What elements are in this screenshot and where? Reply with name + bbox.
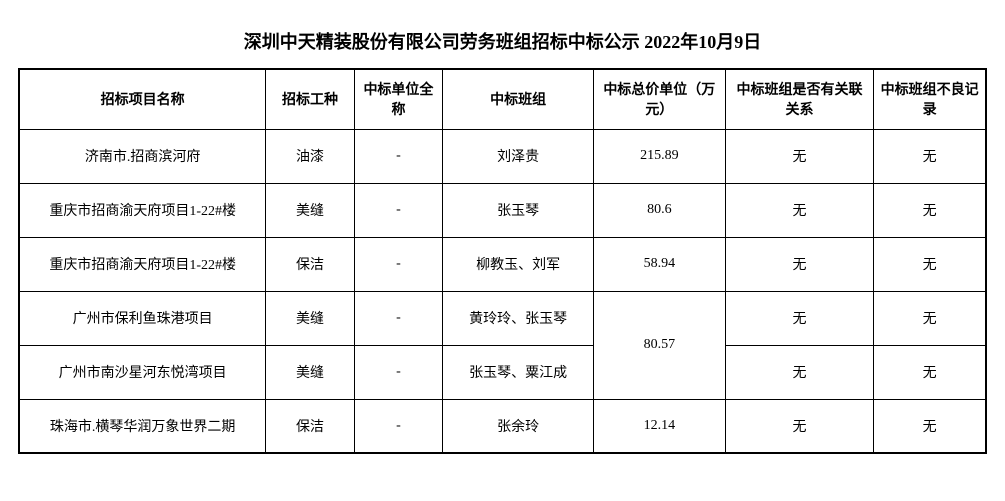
bid-announcement-table: 招标项目名称 招标工种 中标单位全称 中标班组 中标总价单位（万元） 中标班组是…: [18, 68, 987, 454]
cell-project: 广州市保利鱼珠港项目: [19, 291, 266, 345]
cell-price: 58.94: [594, 237, 726, 291]
cell-bad-record: 无: [874, 129, 986, 183]
cell-trade: 油漆: [266, 129, 354, 183]
col-header-trade: 招标工种: [266, 69, 354, 129]
cell-team: 张玉琴: [443, 183, 594, 237]
table-row: 珠海市.横琴华润万象世界二期保洁-张余玲12.14无无: [19, 399, 986, 453]
cell-related: 无: [725, 237, 874, 291]
cell-team: 张余玲: [443, 399, 594, 453]
cell-unit: -: [354, 129, 442, 183]
col-header-badrecord: 中标班组不良记录: [874, 69, 986, 129]
cell-bad-record: 无: [874, 399, 986, 453]
cell-price: 215.89: [594, 129, 726, 183]
cell-team: 柳教玉、刘军: [443, 237, 594, 291]
cell-trade: 保洁: [266, 399, 354, 453]
cell-trade: 美缝: [266, 291, 354, 345]
table-row: 重庆市招商渝天府项目1-22#楼美缝-张玉琴80.6无无: [19, 183, 986, 237]
cell-team: 黄玲玲、张玉琴: [443, 291, 594, 345]
table-row: 广州市保利鱼珠港项目美缝-黄玲玲、张玉琴80.57无无: [19, 291, 986, 345]
cell-unit: -: [354, 237, 442, 291]
cell-project: 重庆市招商渝天府项目1-22#楼: [19, 237, 266, 291]
cell-unit: -: [354, 291, 442, 345]
cell-project: 珠海市.横琴华润万象世界二期: [19, 399, 266, 453]
cell-bad-record: 无: [874, 237, 986, 291]
cell-price: 12.14: [594, 399, 726, 453]
cell-unit: -: [354, 399, 442, 453]
cell-related: 无: [725, 183, 874, 237]
cell-related: 无: [725, 129, 874, 183]
table-header: 招标项目名称 招标工种 中标单位全称 中标班组 中标总价单位（万元） 中标班组是…: [19, 69, 986, 129]
cell-bad-record: 无: [874, 345, 986, 399]
cell-project: 济南市.招商滨河府: [19, 129, 266, 183]
page-title: 深圳中天精装股份有限公司劳务班组招标中标公示 2022年10月9日: [18, 20, 987, 68]
cell-related: 无: [725, 399, 874, 453]
col-header-unit: 中标单位全称: [354, 69, 442, 129]
table-body: 济南市.招商滨河府油漆-刘泽贵215.89无无重庆市招商渝天府项目1-22#楼美…: [19, 129, 986, 453]
cell-team: 张玉琴、粟江成: [443, 345, 594, 399]
cell-related: 无: [725, 291, 874, 345]
cell-team: 刘泽贵: [443, 129, 594, 183]
col-header-project: 招标项目名称: [19, 69, 266, 129]
table-row: 广州市南沙星河东悦湾项目美缝-张玉琴、粟江成 无无: [19, 345, 986, 399]
cell-price: 80.57: [594, 291, 726, 399]
header-row: 招标项目名称 招标工种 中标单位全称 中标班组 中标总价单位（万元） 中标班组是…: [19, 69, 986, 129]
table-row: 济南市.招商滨河府油漆-刘泽贵215.89无无: [19, 129, 986, 183]
table-row: 重庆市招商渝天府项目1-22#楼保洁-柳教玉、刘军58.94无无: [19, 237, 986, 291]
col-header-team: 中标班组: [443, 69, 594, 129]
cell-project: 广州市南沙星河东悦湾项目: [19, 345, 266, 399]
cell-trade: 美缝: [266, 345, 354, 399]
cell-trade: 保洁: [266, 237, 354, 291]
cell-unit: -: [354, 345, 442, 399]
col-header-price: 中标总价单位（万元）: [594, 69, 726, 129]
cell-bad-record: 无: [874, 291, 986, 345]
cell-price: 80.6: [594, 183, 726, 237]
cell-project: 重庆市招商渝天府项目1-22#楼: [19, 183, 266, 237]
col-header-related: 中标班组是否有关联关系: [725, 69, 874, 129]
cell-related: 无: [725, 345, 874, 399]
cell-trade: 美缝: [266, 183, 354, 237]
cell-unit: -: [354, 183, 442, 237]
cell-bad-record: 无: [874, 183, 986, 237]
